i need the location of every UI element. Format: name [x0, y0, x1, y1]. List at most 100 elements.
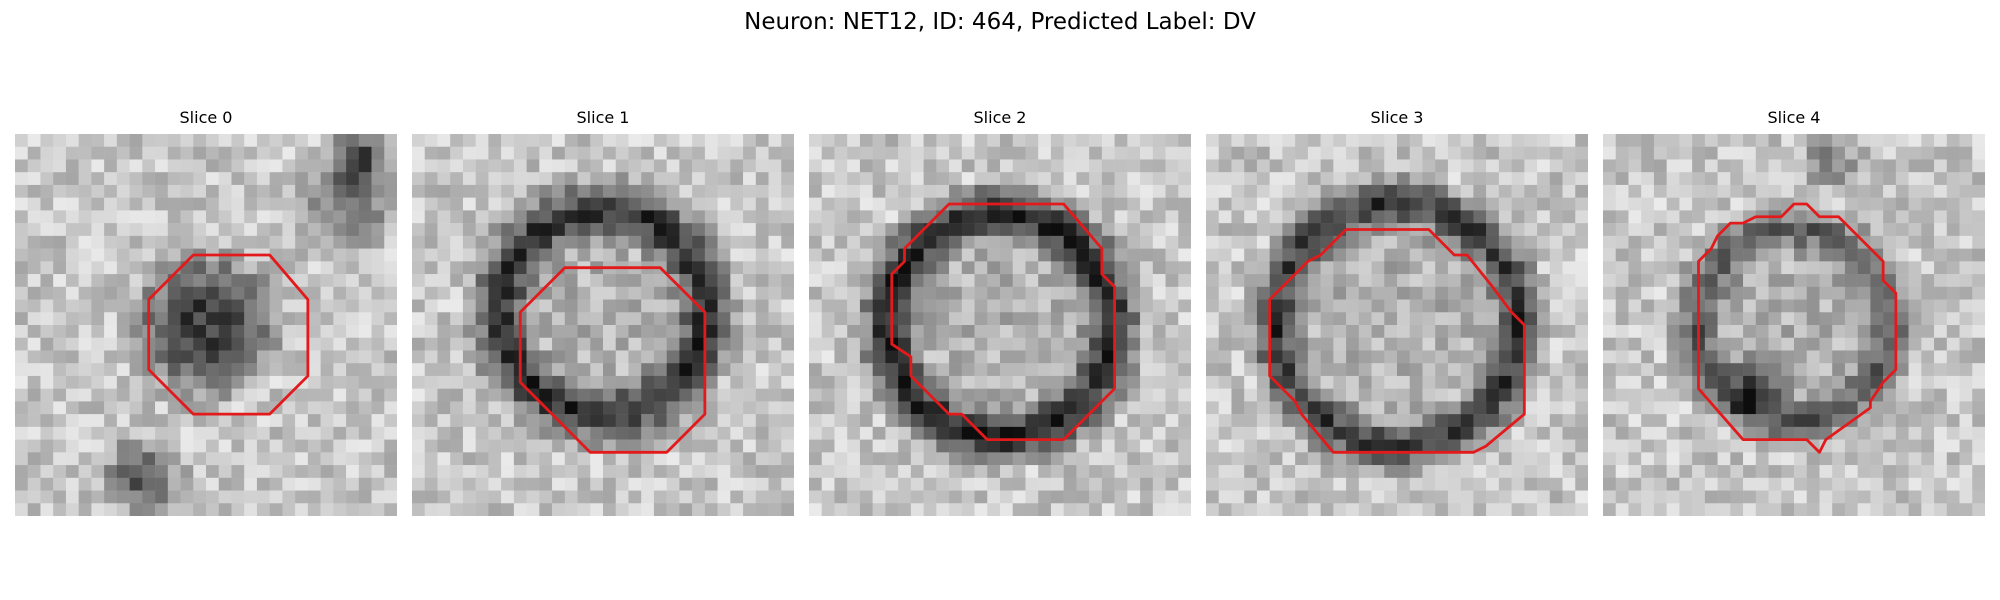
- pixel-cell: [949, 439, 963, 453]
- pixel-cell: [1371, 363, 1385, 377]
- pixel-cell: [923, 337, 937, 351]
- pixel-cell: [615, 426, 629, 440]
- pixel-cell: [1307, 426, 1321, 440]
- pixel-cell: [577, 210, 591, 224]
- pixel-cell: [231, 312, 245, 326]
- pixel-cell: [1218, 388, 1232, 402]
- pixel-cell: [155, 477, 169, 491]
- pixel-cell: [1307, 274, 1321, 288]
- pixel-cell: [1114, 312, 1128, 326]
- pixel-cell: [1269, 401, 1283, 415]
- pixel-cell: [1000, 465, 1013, 479]
- pixel-cell: [513, 274, 527, 288]
- pixel-cell: [1537, 337, 1551, 351]
- pixel-cell: [1857, 172, 1871, 186]
- pixel-cell: [1717, 465, 1731, 479]
- pixel-cell: [501, 210, 515, 224]
- pixel-cell: [1333, 426, 1347, 440]
- pixel-cell: [704, 439, 718, 453]
- pixel-cell: [1895, 159, 1909, 173]
- pixel-cell: [1333, 337, 1347, 351]
- pixel-cell: [847, 439, 861, 453]
- pixel-cell: [1628, 261, 1642, 275]
- pixel-cell: [437, 426, 451, 440]
- pixel-cell: [450, 274, 464, 288]
- pixel-cell: [834, 274, 848, 288]
- pixel-cell: [78, 299, 92, 313]
- pixel-cell: [218, 490, 232, 504]
- pixel-cell: [307, 312, 321, 326]
- pixel-cell: [116, 261, 130, 275]
- pixel-cell: [743, 197, 757, 211]
- pixel-cell: [1076, 439, 1090, 453]
- pixel-cell: [898, 159, 912, 173]
- pixel-cell: [1435, 312, 1449, 326]
- pixel-cell: [1768, 439, 1782, 453]
- pixel-cell: [692, 159, 706, 173]
- pixel-cell: [1511, 477, 1525, 491]
- pixel-cell: [1397, 363, 1410, 377]
- pixel-cell: [1704, 286, 1718, 300]
- pixel-cell: [1959, 350, 1973, 364]
- pixel-cell: [1063, 248, 1077, 262]
- pixel-cell: [1653, 223, 1667, 237]
- pixel-cell: [501, 363, 515, 377]
- pixel-cell: [1537, 134, 1551, 147]
- pixel-cell: [1038, 477, 1052, 491]
- pixel-cell: [577, 299, 591, 313]
- pixel-cell: [167, 210, 181, 224]
- pixel-cell: [1384, 401, 1398, 415]
- pixel-cell: [1346, 375, 1360, 389]
- pixel-cell: [1000, 286, 1013, 300]
- pixel-cell: [1333, 261, 1347, 275]
- pixel-cell: [1320, 210, 1334, 224]
- pixel-cell: [142, 248, 156, 262]
- pixel-cell: [1282, 197, 1296, 211]
- pixel-cell: [1819, 235, 1833, 249]
- pixel-cell: [859, 235, 873, 249]
- pixel-cell: [1755, 312, 1769, 326]
- pixel-cell: [1371, 388, 1385, 402]
- pixel-cell: [949, 465, 963, 479]
- pixel-cell: [1653, 248, 1667, 262]
- pixel-cell: [949, 274, 963, 288]
- pixel-cell: [1549, 325, 1563, 338]
- pixel-cell: [1231, 337, 1245, 351]
- pixel-cell: [1511, 134, 1525, 147]
- pixel-cell: [65, 350, 79, 364]
- pixel-cell: [679, 159, 693, 173]
- pixel-cell: [488, 312, 502, 326]
- pixel-cell: [1628, 490, 1642, 504]
- pixel-cell: [412, 401, 425, 415]
- pixel-cell: [1127, 210, 1141, 224]
- pixel-cell: [1435, 503, 1449, 516]
- pixel-cell: [1000, 312, 1013, 326]
- pixel-cell: [1101, 134, 1115, 147]
- pixel-cell: [692, 426, 706, 440]
- pixel-cell: [91, 363, 105, 377]
- pixel-cell: [1127, 465, 1141, 479]
- pixel-cell: [1562, 401, 1576, 415]
- pixel-cell: [129, 503, 143, 516]
- pixel-cell: [412, 312, 425, 326]
- pixel-cell: [834, 503, 848, 516]
- pixel-cell: [513, 388, 527, 402]
- pixel-cell: [539, 325, 553, 338]
- pixel-cell: [1025, 503, 1039, 516]
- pixel-cell: [768, 350, 782, 364]
- pixel-cell: [539, 134, 553, 147]
- pixel-cell: [1819, 465, 1833, 479]
- pixel-cell: [206, 159, 219, 173]
- pixel-cell: [755, 286, 769, 300]
- pixel-cell: [1524, 248, 1538, 262]
- pixel-cell: [424, 452, 438, 466]
- pixel-cell: [1946, 286, 1960, 300]
- pixel-cell: [27, 465, 41, 479]
- pixel-cell: [1743, 465, 1757, 479]
- pixel-cell: [1511, 274, 1525, 288]
- pixel-cell: [513, 490, 527, 504]
- pixel-cell: [193, 146, 207, 160]
- pixel-cell: [1486, 503, 1500, 516]
- pixel-cell: [704, 248, 718, 262]
- pixel-cell: [65, 426, 79, 440]
